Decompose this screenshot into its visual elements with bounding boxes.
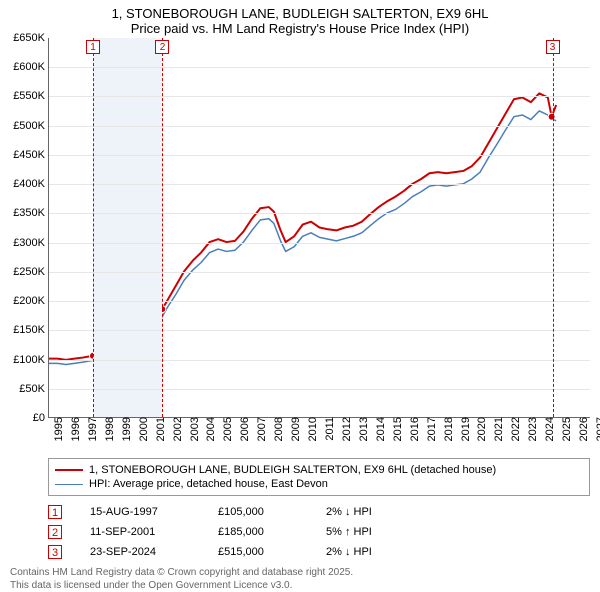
x-tick-label: 2025 <box>557 417 573 441</box>
x-tick-label: 2004 <box>201 417 217 441</box>
x-tick-label: 2012 <box>337 417 353 441</box>
x-tick-label: 1998 <box>100 417 116 441</box>
x-tick-label: 2006 <box>235 417 251 441</box>
x-tick-label: 2003 <box>185 417 201 441</box>
chart-footer: Contains HM Land Registry data © Crown c… <box>10 566 590 592</box>
x-tick-label: 2008 <box>269 417 285 441</box>
y-tick-label: £450K <box>13 149 49 161</box>
sale-row: 2 11-SEP-2001 £185,000 5% ↑ HPI <box>48 522 590 542</box>
y-tick-label: £50K <box>19 383 49 395</box>
x-tick-label: 1997 <box>83 417 99 441</box>
title-line-1: 1, STONEBOROUGH LANE, BUDLEIGH SALTERTON… <box>0 6 600 21</box>
x-tick-label: 2017 <box>422 417 438 441</box>
x-tick-label: 2014 <box>371 417 387 441</box>
sale-table: 1 15-AUG-1997 £105,000 2% ↓ HPI 2 11-SEP-2001… <box>48 502 590 562</box>
footer-line-2: This data is licensed under the Open Gov… <box>10 579 590 592</box>
x-tick-label: 2001 <box>151 417 167 441</box>
sale-marker-box: 3 <box>546 40 560 54</box>
y-gridline <box>49 96 590 97</box>
x-tick-label: 2009 <box>286 417 302 441</box>
x-tick-label: 2020 <box>472 417 488 441</box>
y-tick-label: £200K <box>13 295 49 307</box>
x-tick-label: 2021 <box>489 417 505 441</box>
y-tick-label: £100K <box>13 354 49 366</box>
sale-date: 23-SEP-2024 <box>90 546 190 558</box>
y-gridline <box>49 213 590 214</box>
y-tick-label: £400K <box>13 178 49 190</box>
y-gridline <box>49 360 590 361</box>
y-tick-label: £500K <box>13 120 49 132</box>
sale-date: 11-SEP-2001 <box>90 526 190 538</box>
x-tick-label: 2010 <box>303 417 319 441</box>
sale-row-marker: 2 <box>48 525 62 539</box>
x-tick-label: 2007 <box>252 417 268 441</box>
y-gridline <box>49 184 590 185</box>
x-tick-label: 1995 <box>49 417 65 441</box>
y-tick-label: £150K <box>13 324 49 336</box>
y-tick-label: £300K <box>13 237 49 249</box>
sale-marker-line <box>162 38 163 417</box>
chart-plot-area: £0£50K£100K£150K£200K£250K£300K£350K£400… <box>48 38 590 418</box>
chart-legend: 1, STONEBOROUGH LANE, BUDLEIGH SALTERTON… <box>48 458 590 496</box>
sale-date: 15-AUG-1997 <box>90 506 190 518</box>
x-tick-label: 2015 <box>388 417 404 441</box>
sale-marker-line <box>553 38 554 417</box>
y-gridline <box>49 126 590 127</box>
sale-row-marker: 3 <box>48 545 62 559</box>
y-tick-label: £250K <box>13 266 49 278</box>
x-tick-label: 2002 <box>168 417 184 441</box>
sale-marker-box: 2 <box>155 40 169 54</box>
sale-row: 1 15-AUG-1997 £105,000 2% ↓ HPI <box>48 502 590 522</box>
y-tick-label: £650K <box>13 32 49 44</box>
x-tick-label: 2018 <box>439 417 455 441</box>
y-gridline <box>49 272 590 273</box>
x-tick-label: 2022 <box>506 417 522 441</box>
y-gridline <box>49 155 590 156</box>
y-tick-label: £550K <box>13 90 49 102</box>
y-tick-label: £0 <box>33 412 49 424</box>
x-tick-label: 2013 <box>354 417 370 441</box>
sale-delta: 5% ↑ HPI <box>326 526 426 538</box>
x-tick-label: 2026 <box>574 417 590 441</box>
sale-marker-box: 1 <box>86 40 100 54</box>
y-gridline <box>49 301 590 302</box>
x-tick-label: 2011 <box>320 417 336 441</box>
y-tick-label: £600K <box>13 61 49 73</box>
y-gridline <box>49 389 590 390</box>
x-tick-label: 2005 <box>218 417 234 441</box>
x-tick-label: 2000 <box>134 417 150 441</box>
legend-label: HPI: Average price, detached house, East… <box>89 478 328 490</box>
y-gridline <box>49 67 590 68</box>
chart-title: 1, STONEBOROUGH LANE, BUDLEIGH SALTERTON… <box>0 0 600 38</box>
x-tick-label: 1996 <box>66 417 82 441</box>
x-tick-label: 2024 <box>540 417 556 441</box>
x-tick-label: 2027 <box>591 417 600 441</box>
x-tick-label: 2023 <box>523 417 539 441</box>
y-tick-label: £350K <box>13 207 49 219</box>
y-gridline <box>49 330 590 331</box>
y-gridline <box>49 243 590 244</box>
footer-line-1: Contains HM Land Registry data © Crown c… <box>10 566 590 579</box>
x-tick-label: 2016 <box>405 417 421 441</box>
sale-row: 3 23-SEP-2024 £515,000 2% ↓ HPI <box>48 542 590 562</box>
title-line-2: Price paid vs. HM Land Registry's House … <box>0 21 600 36</box>
sale-row-marker: 1 <box>48 505 62 519</box>
sale-delta: 2% ↓ HPI <box>326 546 426 558</box>
sale-price: £515,000 <box>218 546 298 558</box>
x-tick-label: 2019 <box>456 417 472 441</box>
sale-marker-line <box>93 38 94 417</box>
legend-item: HPI: Average price, detached house, East… <box>55 477 583 491</box>
legend-label: 1, STONEBOROUGH LANE, BUDLEIGH SALTERTON… <box>89 464 496 476</box>
legend-swatch <box>55 469 83 471</box>
legend-item: 1, STONEBOROUGH LANE, BUDLEIGH SALTERTON… <box>55 463 583 477</box>
sale-price: £105,000 <box>218 506 298 518</box>
x-tick-label: 1999 <box>117 417 133 441</box>
sale-price: £185,000 <box>218 526 298 538</box>
legend-swatch <box>55 484 83 485</box>
sale-delta: 2% ↓ HPI <box>326 506 426 518</box>
